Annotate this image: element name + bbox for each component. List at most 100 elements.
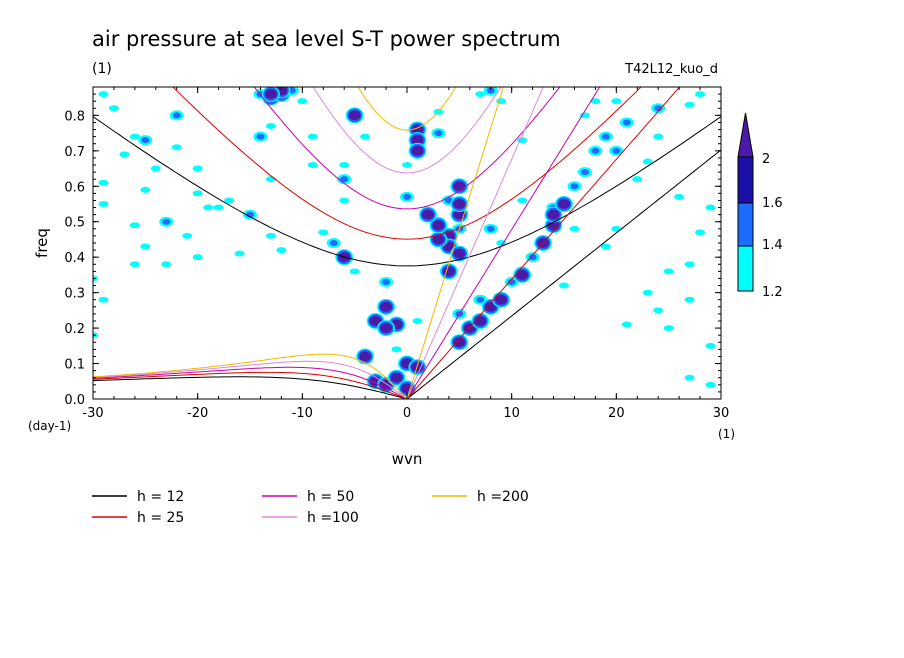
legend-label: h = 12 <box>137 489 184 505</box>
contour-core <box>411 135 424 146</box>
contour-blob <box>705 381 716 388</box>
contour-core <box>442 266 455 277</box>
contour-core <box>442 241 455 252</box>
dispersion-curve-line <box>253 87 561 210</box>
dispersion-curve-line <box>357 87 457 131</box>
y-unit: (day-1) <box>28 419 71 433</box>
contour-blob <box>632 176 643 183</box>
contour-blob <box>653 133 664 140</box>
y-tick-label: 0.4 <box>64 251 85 266</box>
dispersion-curve-line <box>406 149 721 399</box>
contour-blob <box>391 346 402 353</box>
contour-core <box>601 133 610 140</box>
x-axis: -30 -20 -10 0 10 20 30 <box>82 87 729 421</box>
shaded-contours <box>93 87 716 397</box>
contour-core <box>453 209 466 220</box>
y-axis: 0.0 0.1 0.2 0.3 0.4 0.5 0.6 0.7 0.8 <box>64 93 721 408</box>
contour-blob <box>192 254 203 261</box>
x-tick-label: 20 <box>608 406 625 421</box>
dispersion-curve-line <box>406 87 681 399</box>
contour-core <box>348 110 361 121</box>
x-tick-label: 30 <box>713 406 730 421</box>
contour-blob <box>684 261 695 268</box>
y-tick-label: 0.0 <box>64 393 85 408</box>
contour-blob <box>475 91 486 98</box>
colorbar: 2 1.6 1.4 1.2 <box>737 112 783 300</box>
contour-blob <box>224 197 235 204</box>
contour-blob <box>213 204 224 211</box>
y-tick-label: 0.2 <box>64 322 85 337</box>
contour-blob <box>695 229 706 236</box>
contour-core <box>141 137 150 144</box>
contour-core <box>591 147 600 154</box>
contour-blob <box>129 133 140 140</box>
plot-frame <box>92 86 722 400</box>
contour-core <box>547 209 560 220</box>
contour-core <box>570 183 579 190</box>
colorbar-label: 1.4 <box>762 238 783 253</box>
dispersion-curve-line <box>406 87 601 399</box>
contour-core <box>507 279 516 285</box>
y-tick-label: 0.5 <box>64 216 85 231</box>
contour-blob <box>705 342 716 349</box>
contour-blob <box>590 98 601 105</box>
contour-blob <box>98 179 109 186</box>
y-tick-label: 0.6 <box>64 180 85 195</box>
contour-blob <box>695 91 706 98</box>
contour-core <box>162 218 171 225</box>
x-tick-label: -10 <box>292 406 313 421</box>
legend-label: h = 25 <box>137 510 184 526</box>
contour-core <box>380 301 393 312</box>
contour-blob <box>265 232 276 239</box>
contour-blob <box>621 321 632 328</box>
dispersion-curve-line <box>312 87 502 174</box>
contour-blob <box>611 225 622 232</box>
contour-blob <box>684 101 695 108</box>
colorbar-swatch <box>737 202 754 247</box>
contour-blob <box>129 222 140 229</box>
contour-blob <box>684 296 695 303</box>
contour-core <box>390 372 403 383</box>
dispersion-curve-line <box>93 366 408 399</box>
contour-blob <box>653 307 664 314</box>
y-axis-label: freq <box>33 228 51 258</box>
contour-core <box>474 316 487 326</box>
contour-core <box>558 199 570 209</box>
contour-core <box>411 124 424 135</box>
dispersion-curve-line <box>93 353 408 399</box>
contour-blob <box>663 325 674 332</box>
contour-core <box>432 234 445 245</box>
contour-blob <box>684 374 695 381</box>
dispersion-curve-line <box>406 87 504 399</box>
contour-blob <box>307 133 318 140</box>
contour-core <box>411 362 424 373</box>
contour-blob <box>192 190 203 197</box>
contour-blob <box>276 247 287 254</box>
contour-blob <box>129 261 140 268</box>
contour-blob <box>318 229 329 236</box>
contour-core <box>453 248 466 259</box>
contour-core <box>369 316 382 326</box>
legend-label: h =200 <box>477 489 529 505</box>
contour-blob <box>140 243 151 250</box>
contour-core <box>382 279 391 285</box>
dispersion-curves <box>93 87 721 399</box>
dispersion-curve-line <box>93 371 408 399</box>
contour-core <box>403 193 411 200</box>
contour-blob <box>642 289 653 296</box>
legend-label: h = 50 <box>307 489 354 505</box>
contour-blob <box>360 133 371 140</box>
contour-core <box>264 89 277 100</box>
contour-core <box>453 199 466 209</box>
dispersion-curve-line <box>93 116 721 267</box>
title-unit: (1) <box>92 61 112 77</box>
contour-blob <box>192 165 203 172</box>
contour-blob <box>600 243 611 250</box>
contour-blob <box>203 204 214 211</box>
contour-blob <box>119 151 130 158</box>
dispersion-curve-line <box>172 87 642 240</box>
dispersion-curve-line <box>93 360 408 399</box>
colorbar-label: 2 <box>762 152 770 167</box>
x-tick-label: 10 <box>503 406 520 421</box>
